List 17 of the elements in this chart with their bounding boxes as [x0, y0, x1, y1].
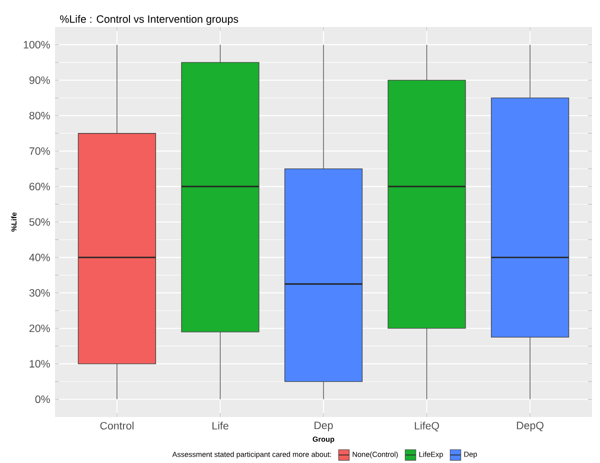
y-tick-label: 70% [29, 147, 50, 155]
y-tick-label: 10% [30, 360, 50, 368]
x-tick-label: DepQ [516, 422, 544, 432]
y-tick-label: 40% [29, 254, 50, 262]
y-tick-label: 100% [24, 40, 50, 48]
x-tick-label: Control [100, 422, 134, 430]
y-tick-label: 60% [29, 182, 50, 190]
x-tick-label: Dep [314, 422, 333, 432]
y-tick-label: 50% [29, 218, 50, 226]
x-tick-label: Life [212, 422, 228, 430]
y-tick-label: 90% [29, 76, 50, 84]
x-tick-label: LifeQ [414, 422, 439, 432]
y-tick-label: 30% [29, 289, 50, 297]
y-tick-label: 80% [29, 112, 50, 120]
y-tick-label: 0% [35, 395, 50, 404]
chart-title: %Life : Control vs Intervention groups [60, 14, 238, 25]
y-tick-label: 20% [29, 324, 50, 332]
